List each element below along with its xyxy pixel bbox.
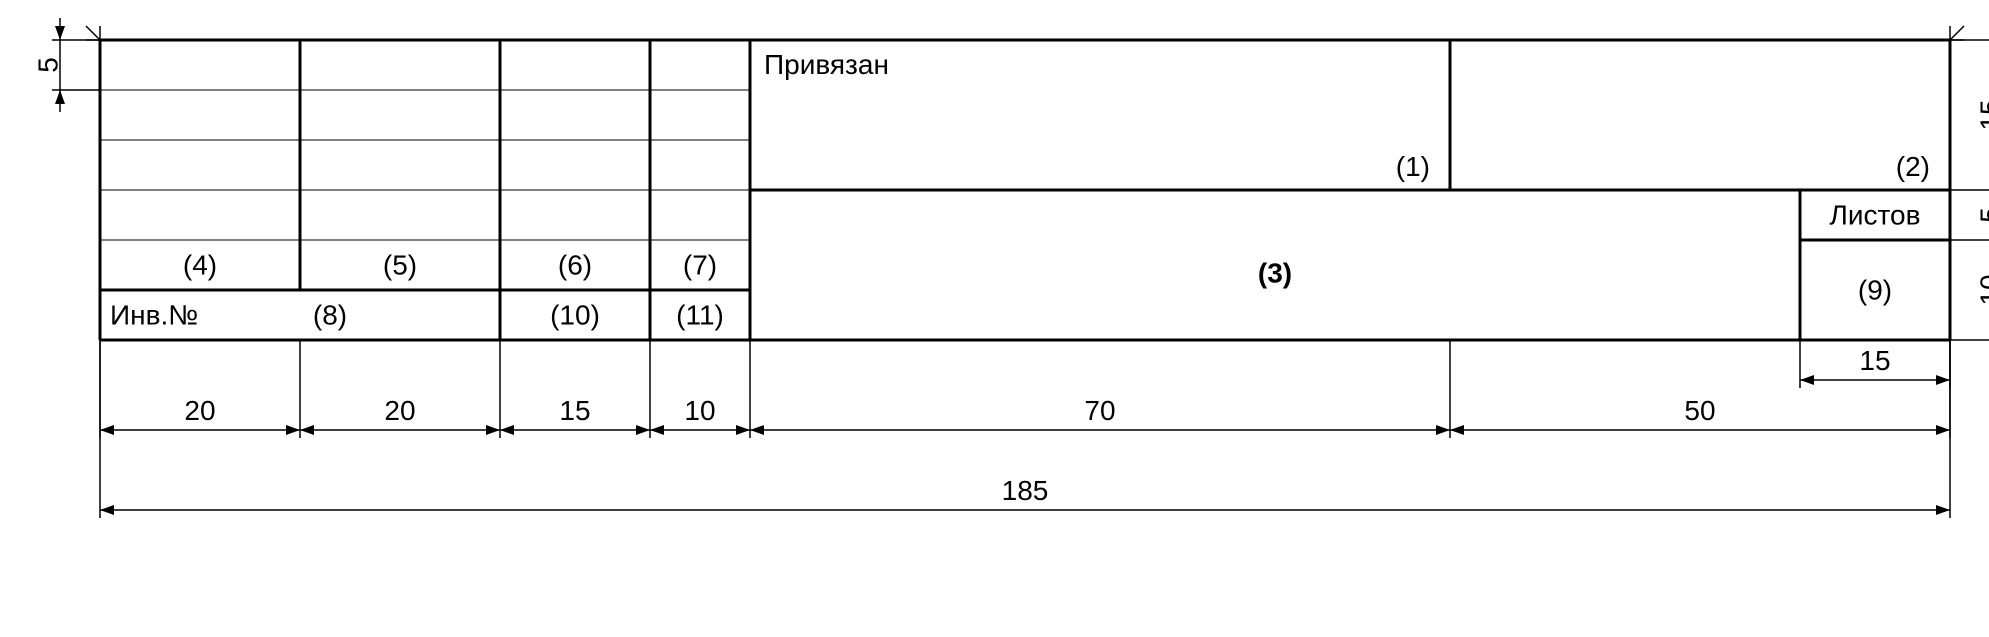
- svg-text:15: 15: [559, 395, 590, 426]
- label-n4: (4): [183, 249, 217, 280]
- svg-text:20: 20: [384, 395, 415, 426]
- label-n8: (8): [313, 299, 347, 330]
- label-n10: (10): [550, 299, 600, 330]
- gost-title-block-diagram: Привязан (1) (2) (3) Листов (9) (4) (5) (6) (7) Ин…: [32, 18, 1989, 518]
- svg-text:185: 185: [1002, 475, 1049, 506]
- label-n1: (1): [1396, 151, 1430, 182]
- label-n11: (11): [676, 299, 724, 330]
- svg-text:10: 10: [684, 395, 715, 426]
- label-privyazan: Привязан: [764, 49, 889, 80]
- svg-text:70: 70: [1084, 395, 1115, 426]
- label-n9: (9): [1858, 274, 1892, 305]
- svg-text:20: 20: [184, 395, 215, 426]
- label-n5: (5): [383, 249, 417, 280]
- label-n6: (6): [558, 249, 592, 280]
- label-n7: (7): [683, 249, 717, 280]
- svg-text:50: 50: [1684, 395, 1715, 426]
- svg-text:15: 15: [1859, 345, 1890, 376]
- label-n3: (3): [1258, 257, 1292, 288]
- label-inv: Инв.№: [110, 299, 198, 330]
- svg-text:10: 10: [1974, 274, 1989, 305]
- label-n2: (2): [1896, 151, 1930, 182]
- svg-text:5: 5: [1974, 207, 1989, 223]
- svg-text:15: 15: [1974, 99, 1989, 130]
- label-listov: Листов: [1830, 199, 1921, 230]
- svg-text:5: 5: [32, 57, 63, 73]
